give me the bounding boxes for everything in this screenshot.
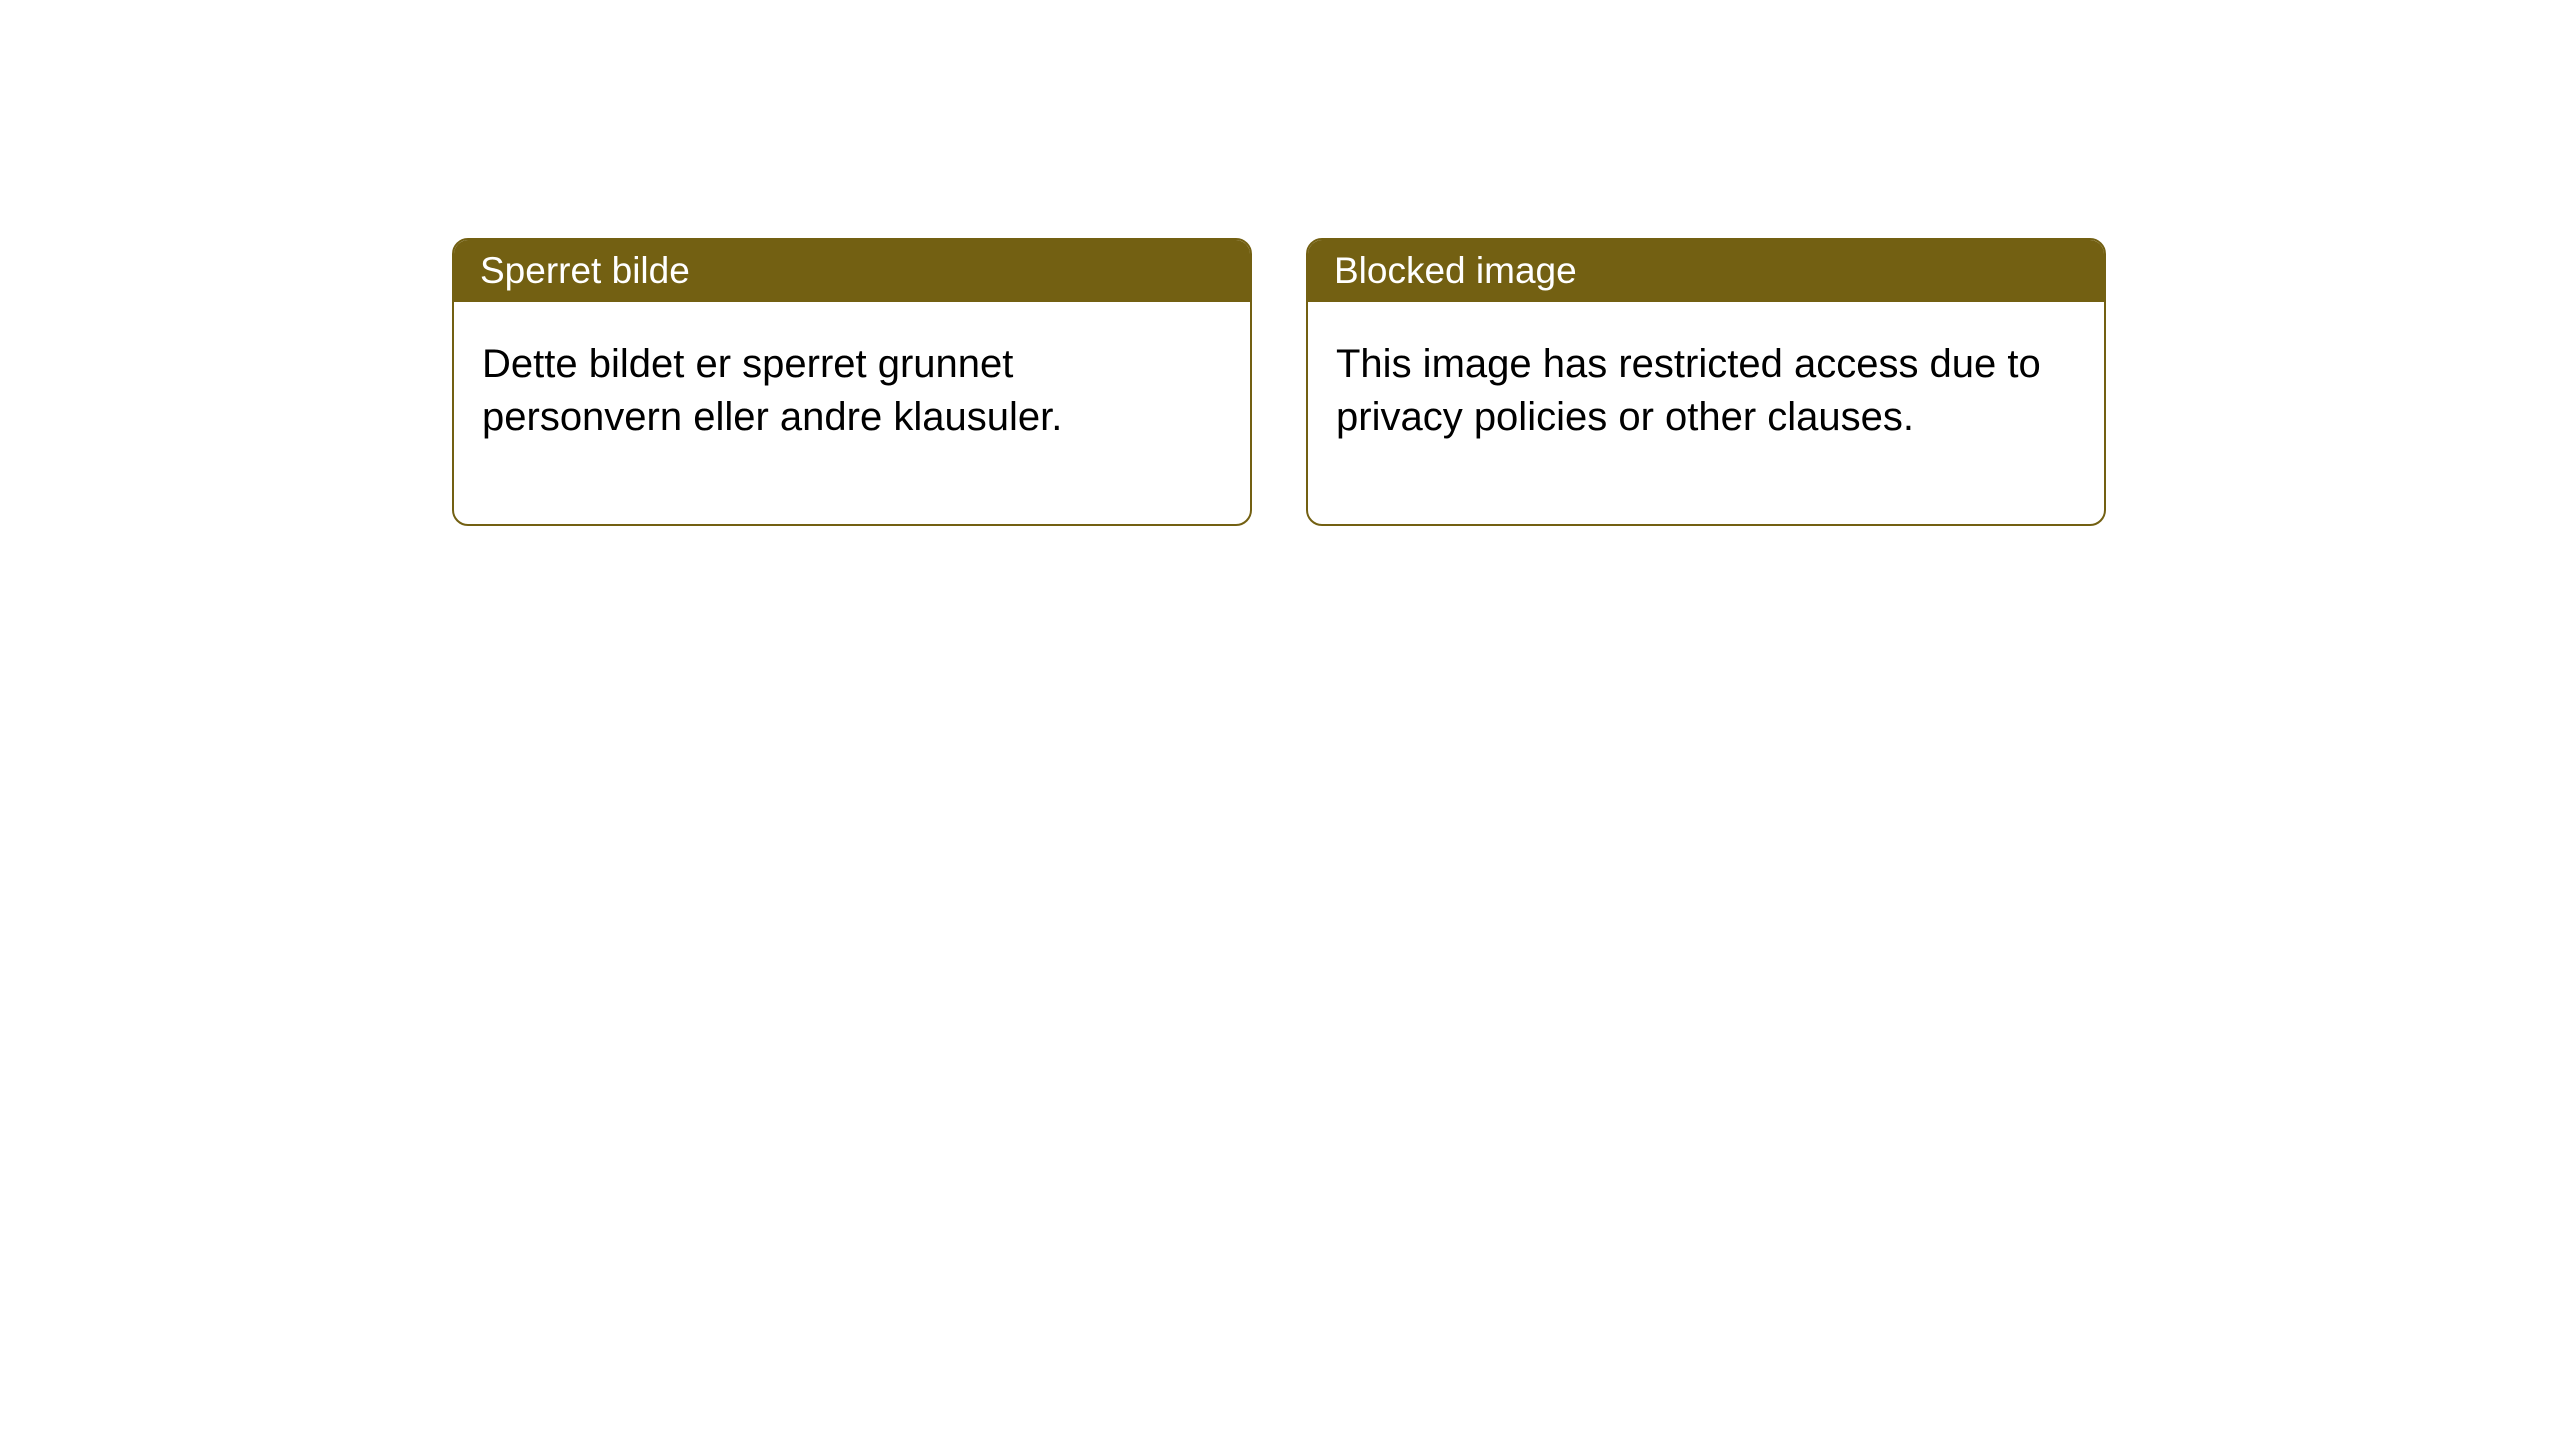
panel-english: Blocked image This image has restricted … <box>1306 238 2106 526</box>
panel-body-english: This image has restricted access due to … <box>1308 302 2104 524</box>
panel-header-norwegian: Sperret bilde <box>454 240 1250 302</box>
panel-header-english: Blocked image <box>1308 240 2104 302</box>
panels-container: Sperret bilde Dette bildet er sperret gr… <box>0 0 2560 526</box>
panel-norwegian: Sperret bilde Dette bildet er sperret gr… <box>452 238 1252 526</box>
panel-body-norwegian: Dette bildet er sperret grunnet personve… <box>454 302 1250 524</box>
